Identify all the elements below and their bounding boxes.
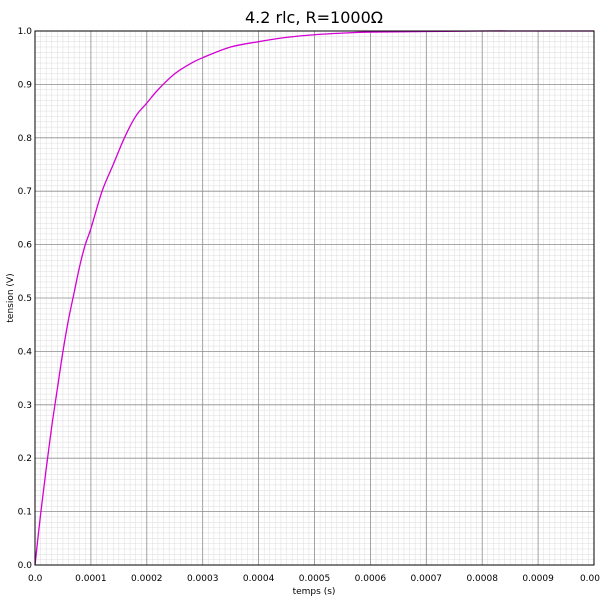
x-tick-label: 0.0007: [411, 574, 443, 584]
plot-frame: [34, 30, 595, 566]
y-tick-label: 0.8: [18, 134, 33, 144]
chart-title: 4.2 rlc, R=1000Ω: [245, 8, 383, 27]
y-tick-label: 1.0: [18, 27, 33, 37]
x-tick-label: 0.0002: [131, 574, 163, 584]
x-axis-label: temps (s): [293, 587, 336, 597]
y-tick-label: 0.0: [18, 561, 33, 571]
y-tick-label: 0.5: [18, 294, 32, 304]
x-tick-label: 0.0005: [299, 574, 331, 584]
x-tick-label: 0.0006: [355, 574, 387, 584]
y-tick-label: 0.2: [18, 454, 32, 464]
y-tick-label: 0.4: [18, 347, 33, 357]
y-tick-label: 0.1: [18, 508, 32, 518]
grid: [35, 31, 594, 565]
x-tick-label: 0.0004: [243, 574, 275, 584]
x-tick-label: 0.0001: [75, 574, 107, 584]
x-tick-label: 0.0009: [522, 574, 554, 584]
y-tick-label: 0.7: [18, 187, 32, 197]
series-layer: [34, 30, 594, 566]
y-tick-label: 0.6: [18, 241, 33, 251]
y-axis-label: tension (V): [6, 273, 16, 322]
y-tick-label: 0.3: [18, 401, 32, 411]
tick-labels: 0.0 0.0001 0.0002 0.0003 0.0004 0.0005 0.0006 0…: [18, 27, 600, 584]
x-tick-label: 0.0003: [187, 574, 219, 584]
x-tick-label: 0.0: [28, 574, 43, 584]
x-tick-label: 0.0008: [466, 574, 498, 584]
y-tick-label: 0.9: [18, 80, 33, 90]
x-tick-label: 0.00: [580, 574, 600, 584]
series-line: [34, 30, 594, 566]
